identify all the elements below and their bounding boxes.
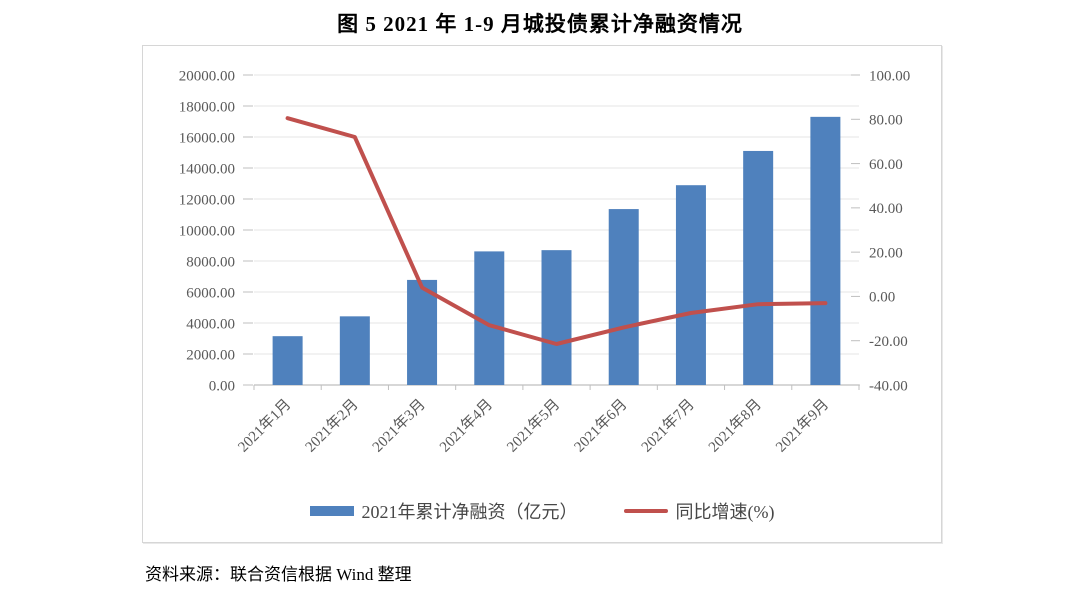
left-axis-label: 20000.00: [179, 68, 235, 84]
x-axis-label: 2021年3月: [369, 396, 429, 456]
source-note: 资料来源：联合资信根据 Wind 整理: [145, 565, 412, 584]
right-axis-label: 20.00: [869, 245, 903, 261]
left-axis-label: 16000.00: [179, 130, 235, 146]
x-axis-label: 2021年6月: [571, 396, 631, 456]
legend-item-bar-series: 2021年累计净融资（亿元）: [309, 498, 578, 524]
bar-2021年7月: [675, 185, 706, 385]
chart-frame: 0.00 2000.00 4000.00 6000.00 8000.00 10000.00…: [142, 45, 942, 543]
right-axis-label: 80.00: [869, 113, 903, 129]
bar-series-label: 2021年累计净融资（亿元）: [361, 502, 578, 522]
right-axis-label: -40.00: [869, 378, 908, 394]
x-axis-label: 2021年5月: [504, 396, 564, 456]
bar-2021年5月: [541, 250, 572, 385]
x-axis-label: 2021年4月: [436, 396, 496, 456]
bar-2021年9月: [810, 116, 841, 385]
bar-2021年1月: [272, 336, 303, 385]
bar-2021年6月: [608, 209, 639, 385]
left-axis-label: 18000.00: [179, 99, 235, 115]
left-axis-label: 6000.00: [186, 285, 235, 301]
x-axis-label: 2021年1月: [235, 396, 295, 456]
left-axis-label: 2000.00: [186, 347, 235, 363]
chart-canvas: 0.00 2000.00 4000.00 6000.00 8000.00 10000.00…: [179, 68, 911, 456]
bar-2021年2月: [339, 316, 370, 385]
chart-legend: 2021年累计净融资（亿元） 同比增速(%): [143, 498, 941, 524]
x-axis-label: 2021年8月: [705, 396, 765, 456]
right-axis-label: 0.00: [869, 290, 895, 306]
x-axis-label: 2021年9月: [772, 396, 832, 456]
growth-line: [285, 116, 828, 346]
line-series-label: 同比增速(%): [675, 502, 775, 522]
bar-2021年3月: [407, 279, 438, 385]
bar-series-swatch: [309, 506, 354, 516]
legend-item-line-series: 同比增速(%): [623, 498, 775, 524]
left-axis-label: 10000.00: [179, 223, 235, 239]
left-axis-label: 0.00: [209, 378, 235, 394]
left-axis-label: 8000.00: [186, 254, 235, 270]
left-axis-label: 14000.00: [179, 161, 235, 177]
left-axis-label: 4000.00: [186, 316, 235, 332]
line-series-swatch: [623, 509, 668, 513]
x-axis-label: 2021年2月: [302, 396, 362, 456]
right-axis-label: 100.00: [869, 68, 910, 84]
bar-2021年8月: [743, 150, 774, 385]
left-axis-label: 12000.00: [179, 192, 235, 208]
right-axis-label: -20.00: [869, 334, 908, 350]
x-axis-label: 2021年7月: [638, 396, 698, 456]
right-axis-label: 40.00: [869, 201, 903, 217]
page-title: 图 5 2021 年 1-9 月城投债累计净融资情况: [337, 12, 743, 36]
right-axis-label: 60.00: [869, 157, 903, 173]
